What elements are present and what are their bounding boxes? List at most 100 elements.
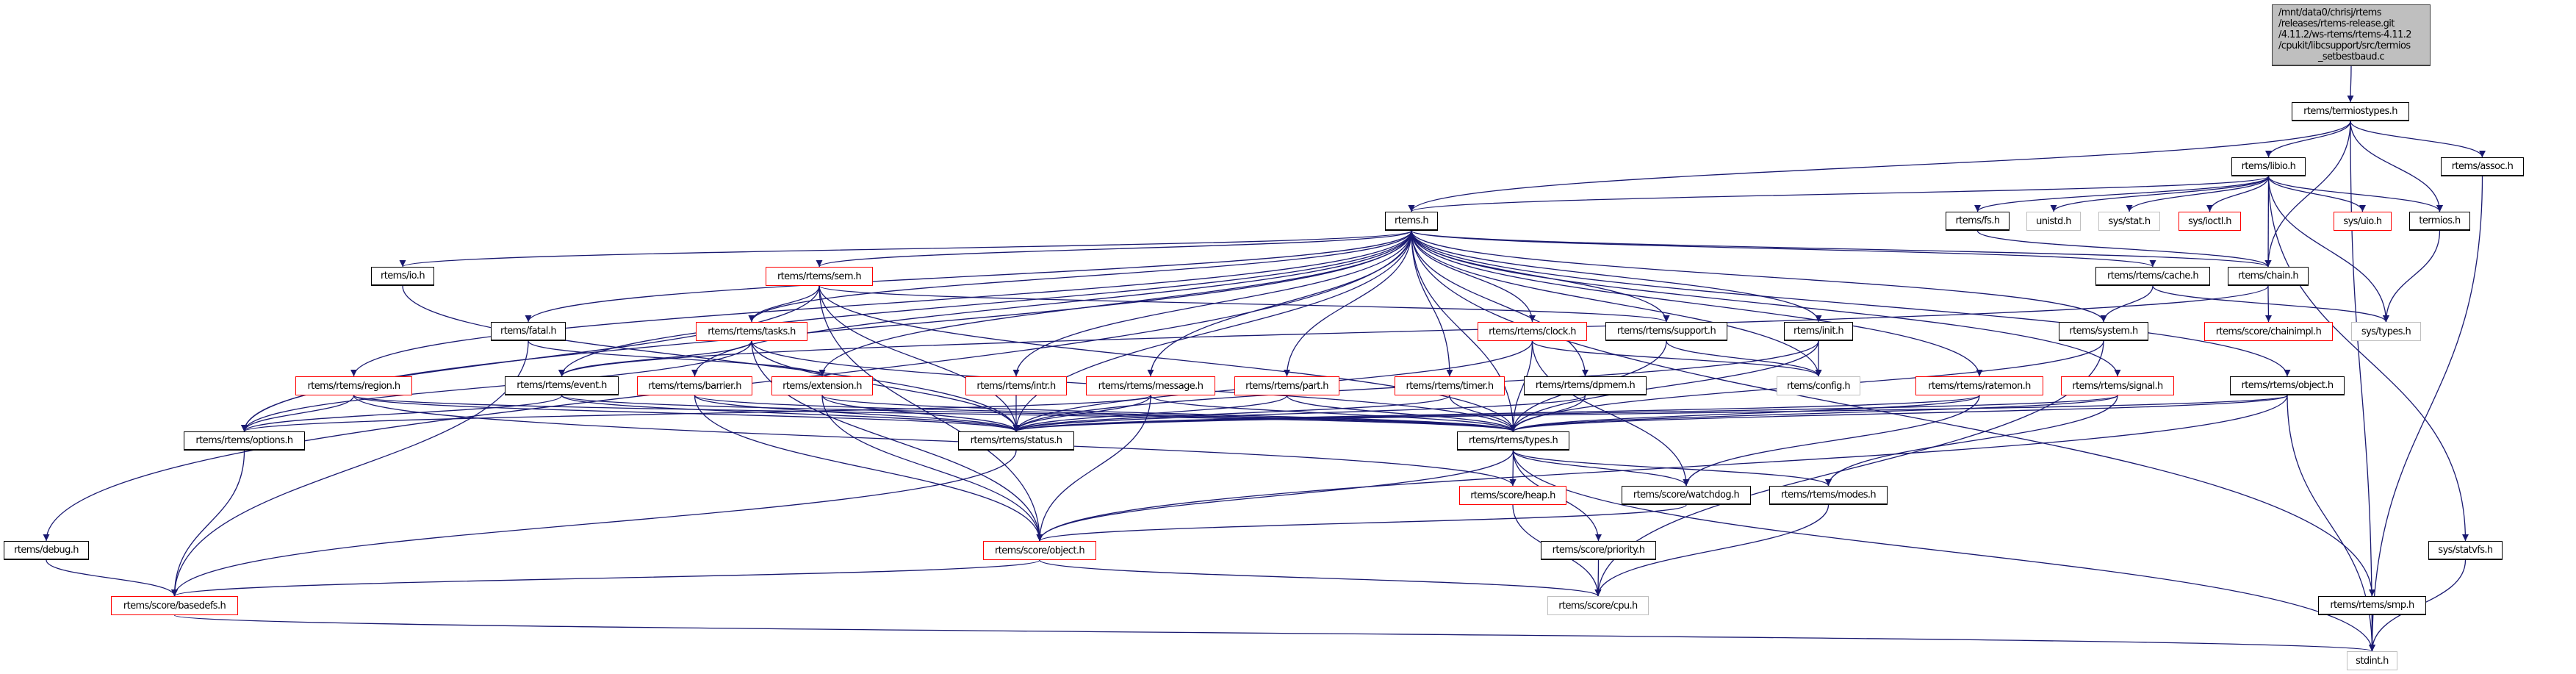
- node-fatal[interactable]: rtems/fatal.h: [491, 322, 566, 341]
- edge-sem-to-types: [819, 285, 1517, 432]
- node-timer[interactable]: rtems/rtems/timer.h: [1395, 376, 1505, 395]
- edge-sobject-to-basedefs: [171, 559, 1040, 597]
- edge-rtems-to-timer: [1411, 230, 1453, 377]
- edge-libio-to-uio: [2267, 176, 2366, 212]
- node-rtems[interactable]: rtems.h: [1385, 212, 1438, 231]
- node-io[interactable]: rtems/io.h: [371, 267, 434, 286]
- edge-libio-to-systypes: [2267, 176, 2389, 323]
- node-termios[interactable]: termios.h: [2409, 212, 2470, 231]
- node-basedefs[interactable]: rtems/score/basedefs.h: [111, 596, 238, 615]
- node-debug[interactable]: rtems/debug.h: [4, 541, 89, 560]
- root-label-line: /cpukit/libcsupport/src/termios: [2278, 40, 2411, 51]
- node-dpmem[interactable]: rtems/rtems/dpmem.h: [1524, 376, 1647, 395]
- edge-signal-to-modes: [1825, 395, 2118, 487]
- node-config[interactable]: rtems/config.h: [1777, 376, 1860, 395]
- edge-signal-to-status: [1013, 395, 2118, 432]
- edge-extension-to-sobject: [821, 395, 1043, 542]
- edge-sem-to-status: [819, 285, 1020, 432]
- edge-termiostypes-to-assoc: [2350, 121, 2486, 158]
- node-sobject[interactable]: rtems/score/object.h: [983, 541, 1096, 560]
- edge-sem-to-support: [819, 285, 1670, 323]
- node-priority[interactable]: rtems/score/priority.h: [1541, 541, 1656, 560]
- edge-robject-to-status: [1013, 395, 2288, 432]
- node-modes[interactable]: rtems/rtems/modes.h: [1769, 486, 1888, 505]
- node-signal[interactable]: rtems/rtems/signal.h: [2061, 376, 2174, 395]
- node-sem[interactable]: rtems/rtems/sem.h: [766, 267, 873, 286]
- node-part[interactable]: rtems/rtems/part.h: [1234, 376, 1339, 395]
- edge-sem-to-tasks: [748, 285, 820, 323]
- edge-barrier-to-sobject: [694, 395, 1043, 542]
- edge-types-to-modes: [1512, 450, 1832, 487]
- node-sysstat[interactable]: sys/stat.h: [2098, 212, 2160, 231]
- node-chainimpl[interactable]: rtems/score/chainimpl.h: [2204, 322, 2333, 341]
- edge-libio-to-statvfs: [2267, 176, 2469, 542]
- edge-timer-to-status: [1012, 395, 1450, 432]
- edge-robject-to-types: [1510, 395, 2288, 432]
- node-robject[interactable]: rtems/rtems/object.h: [2230, 376, 2345, 395]
- edge-clock-to-watchdog: [1531, 340, 1690, 487]
- node-support[interactable]: rtems/rtems/support.h: [1605, 322, 1727, 341]
- edge-tasks-to-event: [558, 340, 752, 377]
- edge-ratemon-to-types: [1510, 395, 1980, 432]
- node-types[interactable]: rtems/rtems/types.h: [1457, 431, 1569, 451]
- node-statvfs[interactable]: sys/statvfs.h: [2428, 541, 2503, 560]
- node-termiostypes[interactable]: rtems/termiostypes.h: [2292, 102, 2409, 121]
- edge-sem-to-options: [241, 285, 820, 432]
- edge-extension-to-status: [821, 395, 1020, 432]
- edge-rtems-to-ratemon: [1411, 230, 1983, 377]
- edge-signal-to-types: [1510, 395, 2118, 432]
- edge-rtems-to-clock: [1411, 230, 1536, 323]
- edge-rtems-to-fatal: [525, 230, 1412, 323]
- node-unistd[interactable]: unistd.h: [2026, 212, 2081, 231]
- node-options[interactable]: rtems/rtems/options.h: [184, 431, 305, 451]
- edge-event-to-options: [241, 395, 563, 432]
- edge-barrier-to-types: [694, 395, 1517, 432]
- edge-termiostypes-to-libio: [2265, 121, 2351, 158]
- edge-support-to-config: [1666, 340, 1822, 377]
- node-region[interactable]: rtems/rtems/region.h: [295, 376, 412, 395]
- node-assoc[interactable]: rtems/assoc.h: [2441, 157, 2524, 176]
- edge-extension-to-types: [821, 395, 1517, 432]
- node-root-source-file[interactable]: /mnt/data0/chrisj/rtems/releases/rtems-r…: [2272, 4, 2431, 66]
- node-smp[interactable]: rtems/rtems/smp.h: [2318, 596, 2426, 615]
- edge-rtems-to-system: [1411, 230, 2107, 323]
- node-chain[interactable]: rtems/chain.h: [2228, 267, 2309, 286]
- node-stdint[interactable]: stdint.h: [2347, 651, 2397, 670]
- node-status[interactable]: rtems/rtems/status.h: [958, 431, 1074, 451]
- edge-rtems-to-sem: [816, 230, 1412, 268]
- node-clock[interactable]: rtems/rtems/clock.h: [1478, 322, 1587, 341]
- edge-sobject-to-cpu: [1039, 559, 1602, 597]
- edge-rtems-to-part: [1284, 230, 1412, 377]
- node-systypes[interactable]: sys/types.h: [2351, 322, 2421, 341]
- node-message[interactable]: rtems/rtems/message.h: [1086, 376, 1215, 395]
- edge-cache-to-systypes: [2152, 285, 2389, 323]
- node-system[interactable]: rtems/system.h: [2059, 322, 2148, 341]
- node-watchdog[interactable]: rtems/score/watchdog.h: [1622, 486, 1751, 505]
- node-ratemon[interactable]: rtems/rtems/ratemon.h: [1915, 376, 2043, 395]
- node-heap[interactable]: rtems/score/heap.h: [1459, 486, 1566, 505]
- node-tasks[interactable]: rtems/rtems/tasks.h: [696, 322, 807, 341]
- node-cache[interactable]: rtems/rtems/cache.h: [2095, 267, 2210, 286]
- edge-part-to-types: [1286, 395, 1517, 432]
- node-barrier[interactable]: rtems/rtems/barrier.h: [637, 376, 752, 395]
- edge-termiostypes-to-stdint: [2350, 121, 2375, 652]
- node-extension[interactable]: rtems/extension.h: [771, 376, 873, 395]
- edge-rtems-to-signal: [1411, 230, 2121, 377]
- node-fs[interactable]: rtems/fs.h: [1946, 212, 2010, 231]
- node-cpu[interactable]: rtems/score/cpu.h: [1547, 596, 1649, 615]
- node-init[interactable]: rtems/init.h: [1784, 322, 1853, 341]
- edge-libio-to-termios: [2267, 176, 2443, 212]
- node-event[interactable]: rtems/rtems/event.h: [505, 376, 619, 395]
- edge-part-to-status: [1012, 395, 1288, 432]
- edge-rtems-to-extension: [819, 230, 1412, 377]
- node-libio[interactable]: rtems/libio.h: [2231, 157, 2306, 176]
- edge-assoc-to-stdint: [2369, 176, 2483, 652]
- edge-root-to-termiostypes: [2347, 65, 2354, 103]
- edge-watchdog-to-sobject: [1036, 504, 1687, 542]
- node-intr[interactable]: rtems/rtems/intr.h: [965, 376, 1067, 395]
- node-ioctl[interactable]: sys/ioctl.h: [2179, 212, 2241, 231]
- edge-libio-to-sysstat: [2126, 176, 2270, 212]
- edge-region-to-types: [353, 395, 1517, 432]
- node-uio[interactable]: sys/uio.h: [2334, 212, 2392, 231]
